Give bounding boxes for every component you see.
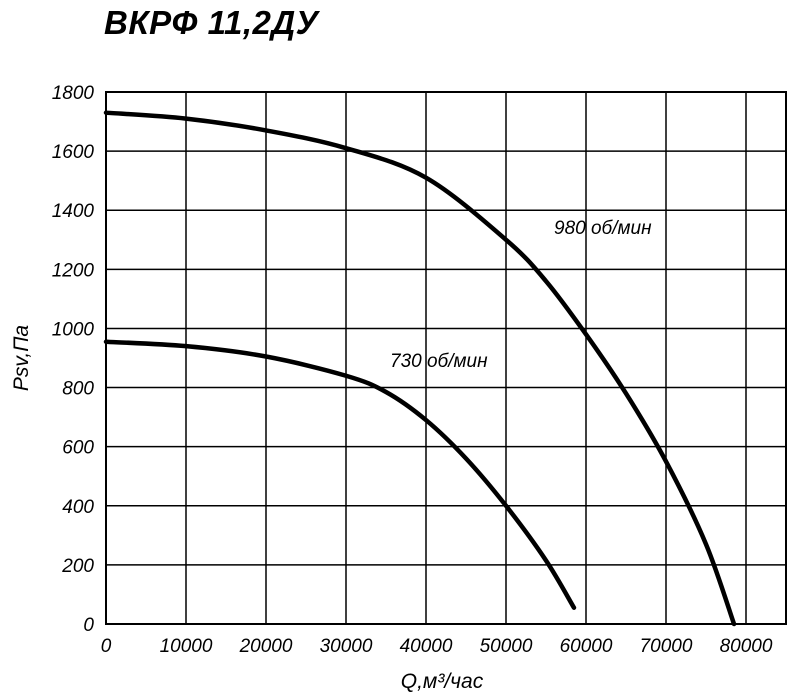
- series-label: 730 об/мин: [390, 351, 488, 372]
- x-tick-label: 30000: [320, 636, 373, 657]
- y-tick-labels: 0 200 400 600 800 1000 1200 1400 1600 1800: [52, 83, 95, 636]
- y-tick-label: 1800: [52, 83, 95, 104]
- y-axis-label: Psv,Па: [10, 325, 33, 391]
- series-labels: 980 об/мин 730 об/мин: [390, 218, 652, 372]
- x-axis-label: Q,м³/час: [401, 670, 484, 693]
- x-tick-label: 80000: [720, 636, 773, 657]
- series-line: [103, 339, 577, 610]
- chart-title: ВКРФ 11,2ДУ: [104, 4, 319, 41]
- x-tick-label: 10000: [160, 636, 213, 657]
- y-tick-label: 0: [83, 615, 94, 636]
- y-tick-label: 200: [61, 556, 94, 577]
- y-tick-label: 1400: [52, 201, 95, 222]
- x-tick-label: 50000: [480, 636, 533, 657]
- x-tick-label: 40000: [400, 636, 453, 657]
- y-tick-label: 1600: [52, 142, 95, 163]
- x-tick-label: 60000: [560, 636, 613, 657]
- y-tick-label: 1200: [52, 260, 95, 281]
- x-tick-label: 0: [101, 636, 112, 657]
- series-label: 980 об/мин: [554, 218, 652, 239]
- x-tick-labels: 0 10000 20000 30000 40000 50000 60000 70000 8000…: [101, 636, 773, 657]
- y-tick-label: 400: [62, 497, 94, 518]
- series-lines: [103, 110, 737, 627]
- x-tick-label: 20000: [239, 636, 293, 657]
- x-tick-label: 70000: [640, 636, 693, 657]
- series-line: [103, 110, 737, 627]
- y-tick-label: 600: [62, 438, 94, 459]
- y-tick-label: 800: [62, 379, 94, 400]
- plot-frame: [105, 91, 787, 625]
- y-tick-label: 1000: [52, 319, 95, 340]
